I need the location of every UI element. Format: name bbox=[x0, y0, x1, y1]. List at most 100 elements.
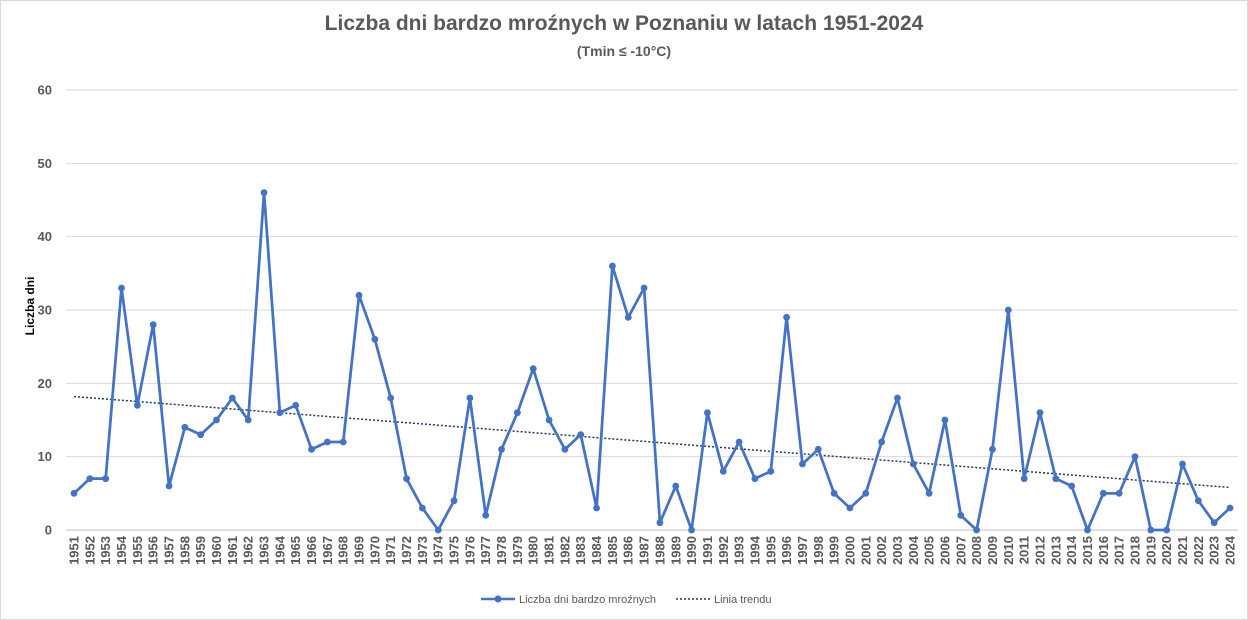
x-tick-label: 2018 bbox=[1127, 536, 1142, 565]
data-point bbox=[672, 482, 680, 490]
y-tick-label: 30 bbox=[38, 303, 52, 318]
x-tick-label: 1984 bbox=[589, 535, 604, 565]
x-tick-label: 2022 bbox=[1191, 536, 1206, 565]
x-tick-label: 1964 bbox=[272, 535, 287, 565]
data-point bbox=[846, 504, 854, 512]
x-tick-label: 1977 bbox=[478, 536, 493, 565]
data-point bbox=[1115, 489, 1123, 497]
data-point bbox=[1131, 453, 1139, 461]
x-tick-label: 1980 bbox=[526, 536, 541, 565]
x-tick-label: 1958 bbox=[177, 536, 192, 565]
data-point bbox=[308, 445, 315, 453]
data-point bbox=[403, 475, 410, 483]
x-axis-ticks: 1951 1952 1953 1954 1955 1956 1957 1958 1959 1960… bbox=[67, 535, 1238, 565]
data-point bbox=[1179, 460, 1186, 468]
data-point bbox=[609, 262, 616, 270]
data-point bbox=[545, 416, 553, 424]
data-point bbox=[466, 394, 474, 402]
chart-title: Liczba dni bardzo mroźnych w Poznaniu w … bbox=[324, 12, 924, 35]
data-point bbox=[181, 423, 189, 431]
x-tick-label: 1956 bbox=[146, 536, 161, 565]
y-tick-label: 20 bbox=[38, 376, 52, 391]
x-tick-label: 1966 bbox=[304, 536, 319, 565]
x-tick-label: 1979 bbox=[510, 536, 525, 565]
data-point bbox=[1004, 306, 1012, 314]
x-tick-label: 2019 bbox=[1143, 536, 1158, 565]
x-tick-label: 2010 bbox=[1001, 536, 1016, 565]
x-tick-label: 1969 bbox=[352, 536, 367, 565]
x-tick-label: 2013 bbox=[1048, 536, 1063, 565]
data-point bbox=[767, 467, 775, 475]
legend-item-series: Liczba dni bardzo mroźnych bbox=[481, 594, 656, 606]
x-tick-label: 1954 bbox=[114, 535, 129, 565]
legend-series-marker bbox=[494, 595, 502, 603]
data-point bbox=[498, 445, 505, 453]
data-point bbox=[894, 394, 901, 402]
data-point bbox=[1020, 475, 1028, 483]
data-point bbox=[355, 291, 363, 299]
x-tick-label: 2001 bbox=[858, 536, 873, 565]
x-tick-label: 1976 bbox=[462, 536, 477, 565]
trend-line bbox=[73, 395, 1231, 489]
data-point bbox=[513, 409, 521, 417]
data-points bbox=[70, 189, 1234, 534]
x-tick-label: 1987 bbox=[637, 536, 652, 565]
x-tick-label: 2003 bbox=[890, 536, 905, 565]
y-tick-label: 60 bbox=[38, 83, 52, 98]
data-point bbox=[941, 416, 949, 424]
x-tick-label: 1961 bbox=[225, 536, 240, 565]
x-tick-label: 1951 bbox=[67, 536, 82, 565]
data-point bbox=[482, 511, 490, 519]
x-tick-label: 2004 bbox=[906, 535, 921, 565]
data-point bbox=[973, 526, 981, 534]
data-point bbox=[624, 313, 632, 321]
data-point bbox=[276, 409, 284, 417]
data-point bbox=[102, 475, 110, 483]
x-tick-label: 1957 bbox=[162, 536, 177, 565]
data-point bbox=[862, 489, 870, 497]
x-tick-label: 1965 bbox=[288, 536, 303, 565]
data-point bbox=[1052, 475, 1060, 483]
data-point bbox=[1163, 526, 1171, 534]
data-point bbox=[387, 394, 395, 402]
data-point bbox=[656, 519, 664, 527]
x-tick-label: 2017 bbox=[1112, 536, 1127, 565]
x-tick-label: 2023 bbox=[1207, 536, 1222, 565]
chart-subtitle: (Tmin ≤ -10°C) bbox=[576, 43, 672, 59]
data-point bbox=[1036, 409, 1044, 417]
series-line bbox=[73, 191, 1231, 532]
x-tick-label: 1993 bbox=[732, 536, 747, 565]
data-point bbox=[292, 401, 300, 409]
data-point bbox=[830, 489, 838, 497]
x-tick-label: 2006 bbox=[937, 536, 952, 565]
data-point bbox=[1084, 526, 1091, 534]
y-axis-label: Liczba dni bbox=[23, 277, 37, 336]
data-point bbox=[260, 189, 268, 197]
data-point bbox=[371, 335, 379, 343]
data-point bbox=[989, 445, 996, 453]
x-tick-label: 1986 bbox=[621, 536, 636, 565]
data-point bbox=[878, 438, 886, 446]
x-tick-label: 1975 bbox=[447, 536, 462, 565]
x-tick-label: 2011 bbox=[1017, 536, 1032, 564]
x-tick-label: 1962 bbox=[241, 536, 256, 565]
x-tick-label: 1967 bbox=[320, 536, 335, 565]
x-tick-label: 1983 bbox=[573, 536, 588, 565]
data-point bbox=[751, 475, 759, 483]
y-tick-label: 40 bbox=[38, 229, 52, 244]
x-tick-label: 1971 bbox=[383, 536, 398, 565]
data-point bbox=[133, 401, 141, 409]
gridlines bbox=[66, 89, 1238, 531]
data-point bbox=[118, 284, 125, 292]
data-point bbox=[70, 489, 78, 497]
legend-series-label: Liczba dni bardzo mroźnych bbox=[519, 594, 656, 606]
data-point bbox=[577, 431, 585, 439]
x-tick-label: 2002 bbox=[874, 536, 889, 565]
x-tick-label: 1970 bbox=[367, 536, 382, 565]
x-tick-label: 1974 bbox=[431, 535, 446, 565]
data-point bbox=[1226, 504, 1234, 512]
x-tick-label: 1968 bbox=[336, 536, 351, 565]
x-tick-label: 1991 bbox=[700, 536, 715, 565]
data-point bbox=[593, 504, 600, 512]
